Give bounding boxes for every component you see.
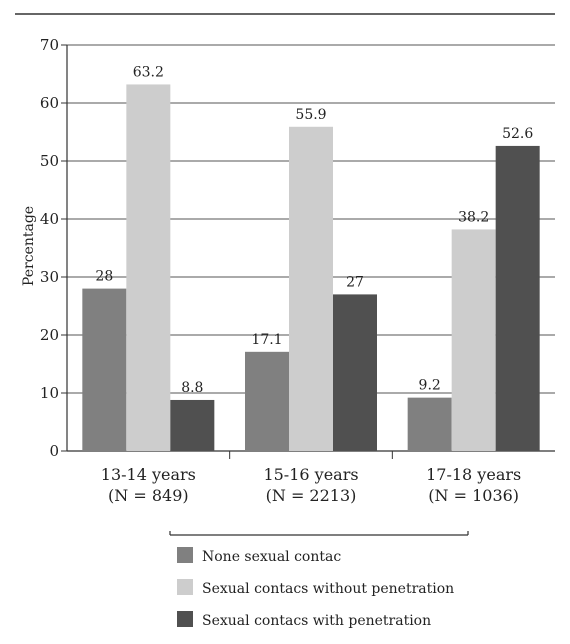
bar-value-label: 55.9 [295, 107, 326, 123]
bar-value-label: 28 [95, 269, 113, 285]
legend-label: Sexual contacs without penetration [202, 581, 454, 597]
bar-value-label: 63.2 [133, 64, 164, 80]
bar [170, 399, 215, 451]
y-tick-label: 30 [40, 268, 59, 286]
bar [289, 126, 333, 451]
bar-value-label: 52.6 [502, 126, 533, 142]
bar [126, 84, 171, 451]
bar [495, 145, 540, 452]
category-labels: 13-14 years (N = 849) 15-16 years (N = 2213… [101, 465, 521, 505]
bar [82, 288, 127, 451]
bar [407, 397, 452, 451]
x-tick-label: (N = 2213) [266, 486, 357, 505]
bar-value-label: 9.2 [419, 378, 441, 394]
bar [451, 229, 496, 451]
bar-value-label: 38.2 [458, 209, 489, 225]
x-tick-label: (N = 849) [108, 486, 189, 505]
y-tick-label: 60 [40, 94, 59, 112]
bar-value-label: 8.8 [181, 380, 203, 396]
legend: None sexual contac Sexual contacs without… [177, 547, 454, 629]
bar [245, 351, 289, 451]
y-tick-label: 40 [40, 210, 59, 228]
data-labels: 28 63.2 8.8 17.1 55.9 27 9.2 38.2 52.6 [95, 64, 533, 396]
legend-swatch [177, 547, 193, 563]
legend-swatch [177, 611, 193, 627]
bar-value-label: 27 [346, 274, 364, 290]
y-axis-label: Percentage [21, 206, 37, 286]
x-tick-label: (N = 1036) [428, 486, 519, 505]
y-tick-label: 10 [40, 384, 59, 402]
y-tick-label: 50 [40, 152, 59, 170]
x-tick-label: 15-16 years [263, 465, 358, 484]
y-tick-label: 70 [40, 36, 59, 54]
legend-label: None sexual contac [202, 549, 341, 565]
y-tick-label: 0 [49, 442, 59, 460]
y-tick-label: 20 [40, 326, 59, 344]
x-tick-label: 13-14 years [101, 465, 196, 484]
legend-swatch [177, 579, 193, 595]
bar-value-label: 17.1 [251, 332, 282, 348]
bars [82, 84, 540, 452]
legend-label: Sexual contacs with penetration [202, 613, 431, 629]
x-tick-label: 17-18 years [426, 465, 521, 484]
bar [333, 294, 377, 451]
